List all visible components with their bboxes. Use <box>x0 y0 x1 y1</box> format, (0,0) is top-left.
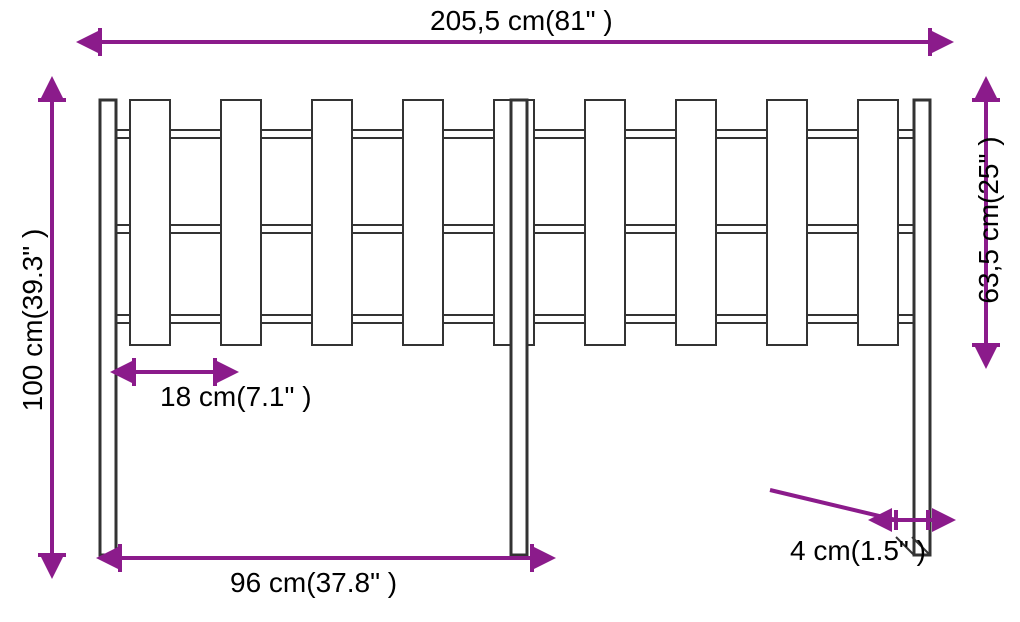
dim-leg-depth: 4 cm(1.5" ) <box>770 490 932 566</box>
dim-right-height: 63,5 cm(25" ) <box>972 100 1004 345</box>
dim-label: 63,5 cm(25" ) <box>973 136 1004 303</box>
dim-left-height: 100 cm(39.3" ) <box>17 100 66 555</box>
dim-top-width: 205,5 cm(81" ) <box>100 5 930 56</box>
dim-label: 100 cm(39.3" ) <box>17 229 48 412</box>
dim-label: 18 cm(7.1" ) <box>160 381 312 412</box>
dim-half-width: 96 cm(37.8" ) <box>120 544 532 598</box>
dim-label: 205,5 cm(81" ) <box>430 5 613 36</box>
dim-plank-width: 18 cm(7.1" ) <box>134 358 312 412</box>
dim-label: 96 cm(37.8" ) <box>230 567 397 598</box>
dim-label: 4 cm(1.5" ) <box>790 535 926 566</box>
dimension-diagram: 205,5 cm(81" ) 100 cm(39.3" ) 63,5 cm(25" … <box>0 0 1020 622</box>
product-outline <box>100 100 930 555</box>
